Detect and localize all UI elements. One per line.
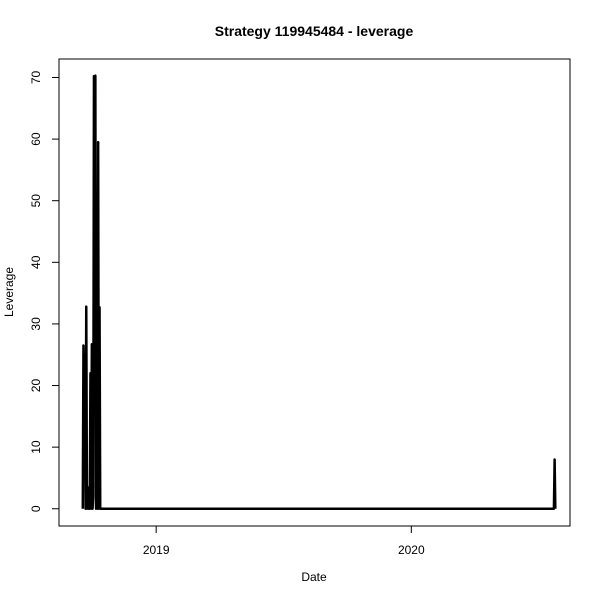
y-tick-label: 70 xyxy=(29,70,43,84)
y-tick-label: 20 xyxy=(29,379,43,393)
y-tick-label: 50 xyxy=(29,194,43,208)
y-axis-label: Leverage xyxy=(2,267,16,317)
y-tick-label: 0 xyxy=(29,505,43,512)
x-axis: 2019 2020 xyxy=(143,525,425,557)
leverage-series-line xyxy=(81,74,557,510)
x-axis-label: Date xyxy=(301,570,327,584)
y-tick-label: 60 xyxy=(29,132,43,146)
x-tick-label: 2019 xyxy=(143,543,170,557)
y-tick-label: 10 xyxy=(29,440,43,454)
y-tick-label: 30 xyxy=(29,317,43,331)
x-tick-label: 2020 xyxy=(398,543,425,557)
y-tick-label: 40 xyxy=(29,255,43,269)
chart-title: Strategy 119945484 - leverage xyxy=(215,23,414,39)
series-layer xyxy=(81,74,557,510)
y-axis: 0 10 20 30 40 50 60 70 xyxy=(29,70,60,512)
